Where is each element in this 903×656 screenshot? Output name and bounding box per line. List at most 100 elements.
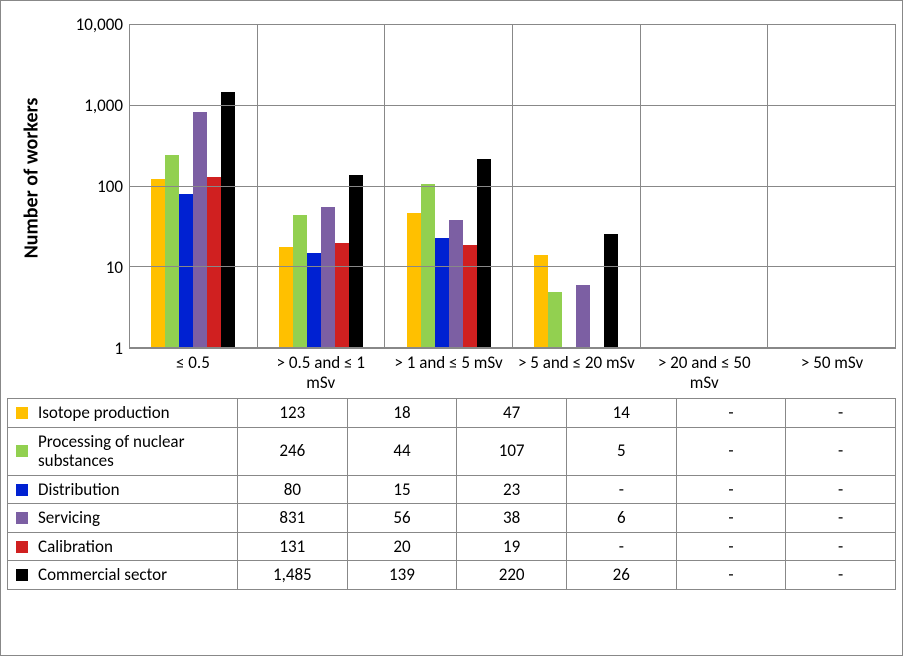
data-cell: 123 [238, 399, 348, 428]
gridline [129, 105, 896, 106]
x-tick-label: > 1 and ≤ 5 mSv [385, 349, 513, 398]
x-tick-label: > 5 and ≤ 20 mSv [512, 349, 640, 398]
chart-area: Number of workers 1101001,00010,000 [7, 7, 896, 349]
series-label-cell: Isotope production [8, 399, 238, 428]
table-row: Distribution801523--- [8, 475, 896, 504]
y-axis-title-wrap: Number of workers [7, 7, 55, 349]
data-cell: 15 [347, 475, 457, 504]
bar [463, 245, 477, 348]
series-name: Processing of nuclear substances [38, 431, 185, 472]
bar [435, 238, 449, 348]
plot-outer [129, 7, 896, 349]
bar [534, 255, 548, 348]
bar [335, 243, 349, 348]
gridline [129, 347, 896, 348]
data-cell: 5 [566, 427, 676, 475]
category-column [640, 25, 768, 348]
y-axis: 1101001,00010,000 [55, 7, 129, 349]
series-label-cell: Calibration [8, 532, 238, 561]
data-cell: 23 [457, 475, 567, 504]
data-cell: 1,485 [238, 561, 348, 590]
data-cell: 139 [347, 561, 457, 590]
data-cell: - [676, 427, 786, 475]
series-name: Commercial sector [38, 564, 167, 585]
bar [576, 285, 590, 348]
x-tick-label: ≤ 0.5 [129, 349, 257, 398]
data-cell: - [786, 399, 896, 428]
bar [449, 220, 463, 348]
series-label-cell: Distribution [8, 475, 238, 504]
data-cell: 18 [347, 399, 457, 428]
data-cell: - [676, 504, 786, 533]
y-axis-title: Number of workers [19, 98, 43, 259]
data-cell: 56 [347, 504, 457, 533]
bar [548, 292, 562, 348]
bar [604, 234, 618, 348]
data-cell: 80 [238, 475, 348, 504]
data-cell: 26 [566, 561, 676, 590]
data-cell: - [676, 475, 786, 504]
data-cell: 131 [238, 532, 348, 561]
bar [293, 215, 307, 348]
data-cell: 20 [347, 532, 457, 561]
bar [207, 177, 221, 348]
gridline [129, 24, 896, 25]
data-cell: - [786, 532, 896, 561]
plot [129, 25, 896, 349]
table-row: Commercial sector1,48513922026-- [8, 561, 896, 590]
table-row: Processing of nuclear substances24644107… [8, 427, 896, 475]
data-cell: 44 [347, 427, 457, 475]
data-cell: 19 [457, 532, 567, 561]
category-column [129, 25, 257, 348]
x-axis-labels: ≤ 0.5> 0.5 and ≤ 1 mSv> 1 and ≤ 5 mSv> 5… [129, 349, 896, 398]
legend-swatch [16, 512, 28, 524]
y-tick-label: 100 [55, 176, 123, 197]
bar [151, 179, 165, 348]
bar [477, 159, 491, 348]
data-cell: - [566, 475, 676, 504]
data-cell: - [786, 427, 896, 475]
bar [307, 253, 321, 348]
y-tick-label: 10 [55, 257, 123, 278]
data-cell: 47 [457, 399, 567, 428]
category-column [257, 25, 385, 348]
category-column [767, 25, 896, 348]
bar [349, 175, 363, 348]
bar [321, 207, 335, 348]
data-cell: 831 [238, 504, 348, 533]
bar [407, 213, 421, 348]
legend-swatch [16, 484, 28, 496]
chart-card: { "chart": { "type": "bar", "ylabel": "N… [0, 0, 903, 656]
data-cell: - [676, 399, 786, 428]
table-row: Calibration1312019--- [8, 532, 896, 561]
series-label-cell: Processing of nuclear substances [8, 427, 238, 475]
data-cell: 14 [566, 399, 676, 428]
series-name: Isotope production [38, 402, 170, 423]
data-cell: - [786, 475, 896, 504]
bar [165, 155, 179, 348]
series-label-cell: Servicing [8, 504, 238, 533]
data-cell: 246 [238, 427, 348, 475]
bar-group [641, 25, 768, 348]
category-column [384, 25, 512, 348]
x-tick-label: > 20 and ≤ 50 mSv [640, 349, 768, 398]
data-cell: 220 [457, 561, 567, 590]
y-tick-label: 1,000 [55, 95, 123, 116]
x-tick-label: > 50 mSv [768, 349, 896, 398]
table-row: Servicing83156386-- [8, 504, 896, 533]
bar-group [385, 25, 512, 348]
x-tick-label: > 0.5 and ≤ 1 mSv [257, 349, 385, 398]
series-name: Distribution [38, 479, 120, 500]
bar [179, 194, 193, 348]
series-name: Servicing [38, 507, 100, 528]
data-cell: 38 [457, 504, 567, 533]
gridline [129, 266, 896, 267]
data-cell: 6 [566, 504, 676, 533]
data-cell: - [676, 561, 786, 590]
category-container [129, 25, 896, 348]
data-cell: - [676, 532, 786, 561]
y-tick-label: 1 [55, 338, 123, 359]
bar [221, 92, 235, 348]
bar-group [130, 25, 257, 348]
table-row: Isotope production123184714-- [8, 399, 896, 428]
